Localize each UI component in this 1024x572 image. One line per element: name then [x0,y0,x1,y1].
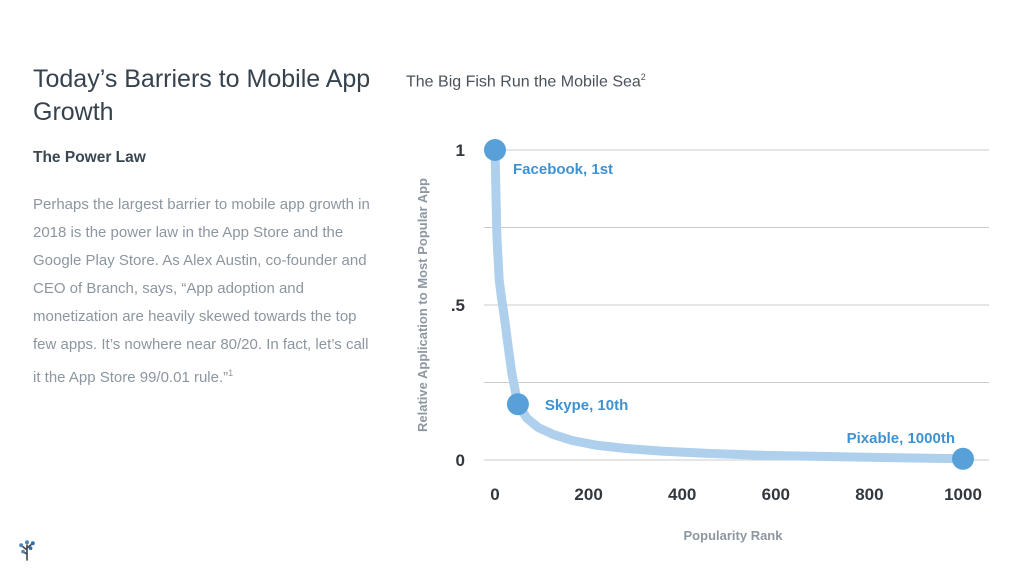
power-law-chart: Relative Application to Most Popular App… [415,139,989,543]
branch-logo-twig [19,540,35,561]
x-tick-label: 0 [490,485,499,504]
data-point-label: Pixable, 1000th [847,430,955,447]
body-paragraph-text: Perhaps the largest barrier to mobile ap… [33,196,370,386]
footnote-marker-1: 1 [228,368,234,378]
section-heading: The Power Law [33,148,146,166]
x-tick-label: 800 [855,485,883,504]
chart-title: The Big Fish Run the Mobile Sea2 [406,72,646,91]
data-point-facebook [484,139,506,161]
power-law-curve [490,145,968,464]
chart-title-text: The Big Fish Run the Mobile Sea [406,73,641,91]
y-axis-label: Relative Application to Most Popular App [415,178,430,432]
x-tick-label: 200 [574,485,602,504]
y-tick-label: 0 [456,451,465,470]
data-point-label: Facebook, 1st [513,161,613,178]
footnote-marker-2: 2 [640,72,646,82]
data-point-pixable [952,447,974,470]
x-tick-label: 400 [668,485,696,504]
x-tick-label: 1000 [944,485,982,504]
page-title: Today’s Barriers to Mobile App Growth [33,64,371,126]
body-paragraph: Perhaps the largest barrier to mobile ap… [33,191,375,392]
x-axis-label: Popularity Rank [684,528,784,543]
data-point-skype [506,393,529,416]
data-point-label: Skype, 10th [545,397,628,414]
x-tick-label: 600 [762,485,790,504]
y-tick-label: 1 [456,141,465,160]
branch-logo [19,540,35,561]
y-tick-label: .5 [451,296,465,315]
